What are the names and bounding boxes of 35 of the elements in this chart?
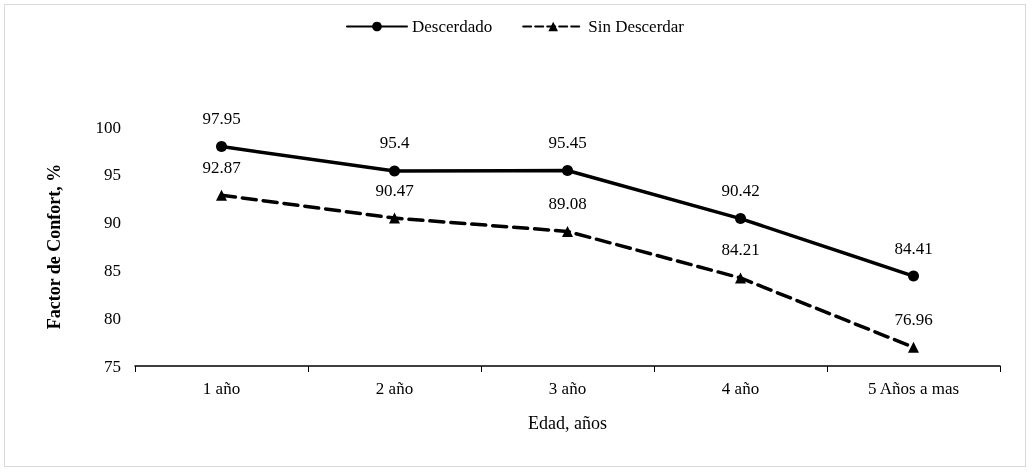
point — [216, 189, 227, 201]
point — [562, 225, 573, 237]
y-axis-title: Factor de Confort, % — [44, 163, 64, 330]
x-tick-label: 2 año — [375, 379, 414, 398]
point — [562, 165, 573, 176]
data-label: 84.41 — [894, 238, 933, 258]
x-tick-label: 4 año — [721, 379, 760, 398]
point — [908, 341, 919, 353]
point — [389, 212, 400, 224]
data-label: 90.42 — [721, 181, 760, 201]
data-label: 92.87 — [202, 157, 242, 177]
point — [908, 270, 919, 282]
data-label: 97.95 — [202, 109, 241, 129]
data-label: 90.47 — [375, 180, 415, 200]
y-tick-label: 95 — [104, 165, 121, 185]
x-tick-label: 1 año — [202, 379, 241, 398]
y-tick-label: 100 — [95, 117, 121, 137]
x-axis-title: Edad, años — [528, 413, 607, 433]
point — [216, 141, 227, 153]
y-tick-label: 75 — [104, 356, 121, 376]
legend-label: Sin Descerdar — [588, 17, 685, 36]
y-tick-label: 90 — [104, 213, 121, 233]
data-label: 89.08 — [548, 193, 587, 213]
y-tick-label: 85 — [104, 260, 121, 280]
point — [735, 213, 746, 225]
y-tick-label: 80 — [104, 308, 121, 328]
legend-label: Descerdado — [411, 17, 493, 36]
data-label: 95.45 — [548, 133, 587, 152]
point — [735, 272, 746, 284]
point — [389, 165, 400, 177]
x-tick-label: 5 Años a mas — [867, 379, 960, 398]
data-label: 95.4 — [379, 133, 410, 153]
data-label: 84.21 — [721, 240, 760, 260]
data-label: 76.96 — [894, 309, 933, 329]
x-tick-label: 3 año — [548, 379, 587, 398]
